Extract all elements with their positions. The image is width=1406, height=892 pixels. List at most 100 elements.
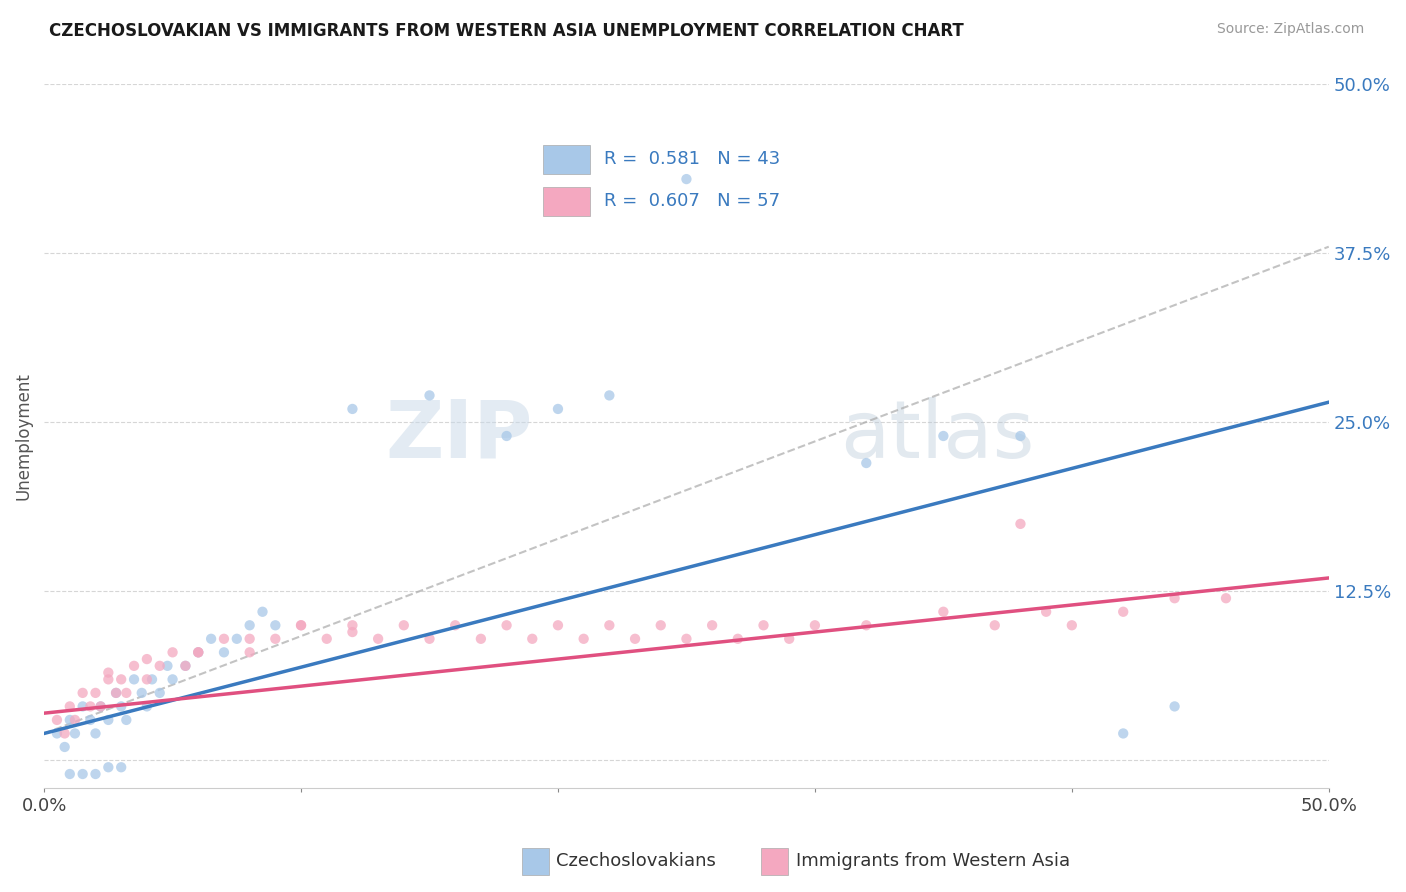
Point: [72, 699, 94, 714]
Point: [110, 673, 132, 687]
Point: [110, 760, 132, 774]
Text: Immigrants from Western Asia: Immigrants from Western Asia: [796, 852, 1070, 870]
Point: [79, 699, 101, 714]
Point: [855, 618, 877, 632]
Point: [149, 686, 172, 700]
Point: [727, 632, 749, 646]
Point: [522, 632, 544, 646]
Point: [105, 686, 128, 700]
Point: [115, 713, 138, 727]
Point: [200, 632, 222, 646]
Point: [752, 618, 775, 632]
Point: [105, 686, 128, 700]
Point: [156, 658, 179, 673]
FancyBboxPatch shape: [762, 848, 789, 875]
Point: [1035, 605, 1057, 619]
Point: [239, 618, 262, 632]
Point: [84, 767, 107, 781]
Point: [141, 673, 163, 687]
Point: [290, 618, 312, 632]
Point: [162, 645, 184, 659]
Point: [46, 726, 69, 740]
Point: [700, 618, 723, 632]
Point: [342, 618, 364, 632]
Point: [110, 699, 132, 714]
Point: [122, 673, 145, 687]
Point: [547, 401, 569, 416]
Point: [72, 767, 94, 781]
Point: [342, 401, 364, 416]
Point: [650, 618, 672, 632]
Point: [53, 726, 76, 740]
Point: [392, 618, 415, 632]
Point: [264, 618, 287, 632]
Point: [187, 645, 209, 659]
Point: [90, 699, 112, 714]
Point: [418, 632, 440, 646]
Point: [59, 767, 82, 781]
Point: [84, 726, 107, 740]
Point: [1010, 516, 1032, 531]
Point: [598, 618, 620, 632]
Point: [367, 632, 389, 646]
Point: [79, 713, 101, 727]
Point: [72, 686, 94, 700]
Point: [1112, 605, 1135, 619]
Point: [84, 686, 107, 700]
Point: [984, 618, 1007, 632]
Point: [187, 645, 209, 659]
Point: [90, 699, 112, 714]
Point: [135, 699, 157, 714]
Point: [1010, 429, 1032, 443]
Point: [59, 713, 82, 727]
Point: [470, 632, 492, 646]
Point: [342, 625, 364, 640]
Point: [97, 673, 120, 687]
Text: Czechoslovakians: Czechoslovakians: [557, 852, 716, 870]
Point: [932, 429, 955, 443]
Point: [174, 658, 197, 673]
Point: [1060, 618, 1083, 632]
Point: [675, 172, 697, 186]
Point: [46, 713, 69, 727]
Text: Source: ZipAtlas.com: Source: ZipAtlas.com: [1216, 22, 1364, 37]
Point: [63, 726, 86, 740]
Point: [97, 760, 120, 774]
Point: [855, 456, 877, 470]
Point: [804, 618, 827, 632]
Point: [778, 632, 800, 646]
Point: [290, 618, 312, 632]
Point: [932, 605, 955, 619]
Point: [1163, 591, 1185, 606]
Point: [115, 686, 138, 700]
Point: [444, 618, 467, 632]
Point: [53, 739, 76, 754]
Point: [63, 713, 86, 727]
Text: atlas: atlas: [841, 397, 1035, 475]
Point: [264, 632, 287, 646]
Point: [187, 645, 209, 659]
Point: [225, 632, 247, 646]
Point: [1215, 591, 1237, 606]
Point: [174, 658, 197, 673]
Point: [547, 618, 569, 632]
Point: [97, 713, 120, 727]
Point: [135, 652, 157, 666]
Text: CZECHOSLOVAKIAN VS IMMIGRANTS FROM WESTERN ASIA UNEMPLOYMENT CORRELATION CHART: CZECHOSLOVAKIAN VS IMMIGRANTS FROM WESTE…: [49, 22, 965, 40]
Point: [212, 632, 235, 646]
Point: [495, 618, 517, 632]
Point: [495, 429, 517, 443]
Point: [149, 658, 172, 673]
Point: [162, 673, 184, 687]
Point: [675, 632, 697, 646]
Point: [418, 388, 440, 402]
Point: [598, 388, 620, 402]
Point: [122, 658, 145, 673]
Point: [572, 632, 595, 646]
Y-axis label: Unemployment: Unemployment: [15, 372, 32, 500]
Point: [1112, 726, 1135, 740]
Point: [1163, 699, 1185, 714]
FancyBboxPatch shape: [522, 848, 548, 875]
Point: [239, 632, 262, 646]
Point: [135, 673, 157, 687]
